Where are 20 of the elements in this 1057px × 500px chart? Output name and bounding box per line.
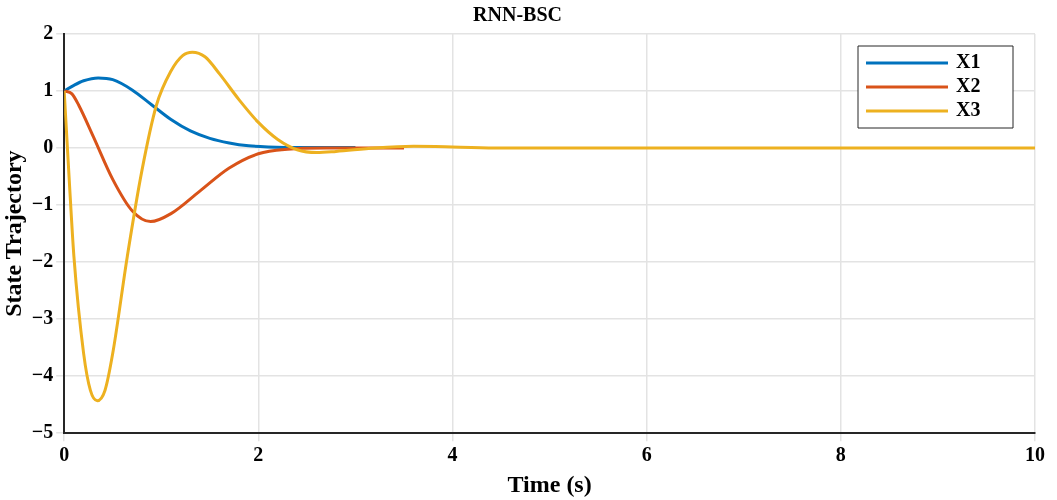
y-axis-title: State Trajectory [0,150,26,317]
x-tick-label: 10 [1025,443,1045,466]
y-tick-label: 1 [43,78,54,101]
x-tick-label: 0 [59,443,70,466]
legend-label: X1 [956,50,981,73]
y-tick-label: −2 [31,249,54,272]
x-axis-title: Time (s) [507,470,592,497]
x-tick-label: 4 [447,443,458,466]
y-tick-label: −3 [31,306,54,329]
y-tick-label: −1 [31,192,54,215]
x-tick-label: 8 [835,443,846,466]
chart-title: RNN-BSC [473,3,562,26]
x-tick-label: 6 [641,443,652,466]
y-tick-label: 0 [43,135,54,158]
y-tick-label: −4 [31,363,54,386]
y-tick-label: 2 [43,21,54,44]
legend-label: X2 [956,74,981,97]
y-tick-label: −5 [31,420,54,443]
x-tick-label: 2 [253,443,264,466]
legend-label: X3 [956,98,981,121]
